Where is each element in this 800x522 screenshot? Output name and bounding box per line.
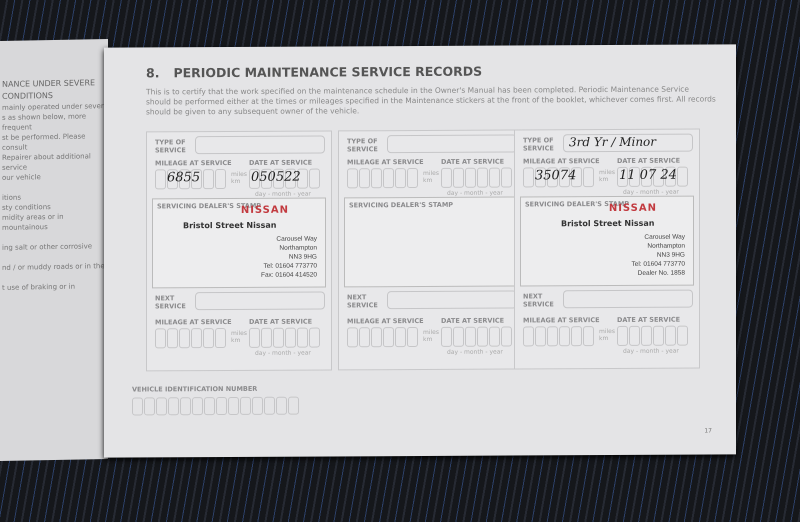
type-of-service-value: 3rd Yr / Minor — [569, 134, 657, 150]
type-of-service-field[interactable] — [387, 134, 517, 154]
dealer-address: Carousel Way Northampton NN3 9HG Tel: 01604… — [632, 233, 686, 278]
nissan-logo: NISSAN — [240, 204, 289, 216]
left-page: NANCE UNDER SEVERE CONDITIONS mainly opera… — [0, 39, 108, 461]
next-units-label: miles km — [231, 329, 247, 344]
next-mileage-boxes[interactable] — [523, 326, 594, 347]
address-line: Carousel Way — [276, 235, 317, 243]
next-date-boxes[interactable] — [441, 326, 512, 347]
left-heading-line: NANCE UNDER SEVERE — [2, 78, 96, 89]
vin-label: VEHICLE IDENTIFICATION NUMBER — [132, 384, 258, 394]
next-mileage-label: MILEAGE AT SERVICE — [155, 317, 232, 327]
next-date-label: DATE AT SERVICE — [617, 315, 681, 324]
dealer-name: Bristol Street Nissan — [561, 218, 655, 229]
address-line: NN3 9HG — [288, 253, 317, 261]
next-service-field[interactable] — [195, 291, 325, 311]
mileage-boxes[interactable] — [347, 168, 418, 189]
intro-text: This is to certify that the work specifi… — [146, 84, 716, 117]
address-line: Tel: 01604 773770 — [263, 262, 318, 270]
address-line: Northampton — [279, 244, 317, 252]
mileage-label: MILEAGE AT SERVICE — [347, 157, 424, 167]
next-date-boxes[interactable] — [617, 325, 688, 346]
next-units-label: miles km — [599, 327, 615, 343]
next-service-field[interactable] — [563, 289, 693, 309]
next-date-format-label: day - month - year — [255, 349, 311, 357]
next-service-label: NEXT SERVICE — [523, 292, 554, 309]
date-label: DATE AT SERVICE — [441, 157, 505, 166]
section-number: 8. — [146, 65, 160, 81]
type-of-service-field[interactable] — [195, 135, 325, 155]
mileage-value: 6855 — [167, 170, 201, 186]
units-label: miles km — [231, 170, 247, 185]
next-service-field[interactable] — [387, 290, 517, 310]
left-text-line: ing salt or other corrosive — [2, 242, 93, 252]
type-of-service-label: TYPE OF SERVICE — [347, 137, 378, 154]
left-text-line: s as shown below, more frequent — [2, 112, 87, 132]
address-line: Dealer No. 1858 — [637, 269, 685, 277]
mileage-value: 35074 — [535, 168, 577, 184]
dealer-address: Carousel Way Northampton NN3 9HG Tel: 01604… — [261, 235, 317, 280]
stamp-label: SERVICING DEALER'S STAMP — [349, 200, 454, 210]
left-text-line: midity areas or in mountainous — [2, 212, 64, 232]
units-label: miles km — [423, 169, 439, 184]
page-title: 8. PERIODIC MAINTENANCE SERVICE RECORDS — [146, 64, 482, 81]
next-mileage-label: MILEAGE AT SERVICE — [347, 316, 424, 326]
next-service-label: NEXT SERVICE — [155, 294, 186, 311]
address-line: Tel: 01604 773770 — [631, 260, 686, 268]
address-line: Fax: 01604 414520 — [260, 271, 317, 279]
nissan-logo: NISSAN — [608, 202, 657, 215]
service-record-3: TYPE OF SERVICE 3rd Yr / Minor MILEAGE A… — [514, 128, 700, 370]
address-line: Carousel Way — [644, 233, 685, 241]
service-record-page: 8. PERIODIC MAINTENANCE SERVICE RECORDS T… — [104, 44, 736, 458]
left-text-line: st be performed. Please consult — [2, 132, 86, 152]
left-text-line: t use of braking or in — [2, 282, 76, 292]
date-boxes[interactable] — [441, 167, 512, 188]
date-value: 050522 — [251, 169, 301, 185]
next-date-format-label: day - month - year — [447, 348, 503, 356]
next-date-format-label: day - month - year — [623, 347, 679, 355]
next-date-label: DATE AT SERVICE — [249, 317, 313, 326]
left-text-line: nd / or muddy roads or in the — [2, 262, 105, 272]
dealer-name: Bristol Street Nissan — [183, 220, 277, 231]
dealer-stamp-box: SERVICING DEALER'S STAMP NISSAN Bristol S… — [152, 197, 326, 289]
units-label: miles km — [599, 168, 615, 184]
service-record-2: TYPE OF SERVICE MILEAGE AT SERVICE DATE … — [338, 129, 524, 371]
service-record-1: TYPE OF SERVICE MILEAGE AT SERVICE DATE … — [146, 130, 332, 372]
dealer-stamp-box: SERVICING DEALER'S STAMP NISSAN Bristol S… — [520, 195, 694, 287]
address-line: NN3 9HG — [656, 251, 685, 259]
type-of-service-label: TYPE OF SERVICE — [523, 136, 554, 153]
date-value: 11 07 24 — [619, 167, 677, 183]
dealer-stamp-box: SERVICING DEALER'S STAMP — [344, 196, 518, 288]
next-mileage-boxes[interactable] — [155, 328, 226, 349]
next-mileage-boxes[interactable] — [347, 327, 418, 348]
mileage-label: MILEAGE AT SERVICE — [523, 157, 600, 166]
page-number: 17 — [704, 427, 712, 435]
date-label: DATE AT SERVICE — [249, 158, 313, 167]
next-service-label: NEXT SERVICE — [347, 293, 378, 310]
vin-section: VEHICLE IDENTIFICATION NUMBER — [132, 384, 299, 416]
vin-boxes — [132, 396, 299, 416]
address-line: Northampton — [647, 242, 685, 250]
date-label: DATE AT SERVICE — [617, 156, 681, 165]
next-units-label: miles km — [423, 328, 439, 343]
mileage-label: MILEAGE AT SERVICE — [155, 158, 232, 168]
next-date-label: DATE AT SERVICE — [441, 316, 505, 325]
next-mileage-label: MILEAGE AT SERVICE — [523, 316, 600, 325]
title-text: PERIODIC MAINTENANCE SERVICE RECORDS — [173, 63, 483, 81]
left-text-line: Repairer about additional service — [2, 152, 91, 172]
type-of-service-label: TYPE OF SERVICE — [155, 138, 186, 155]
next-date-boxes[interactable] — [249, 327, 320, 348]
